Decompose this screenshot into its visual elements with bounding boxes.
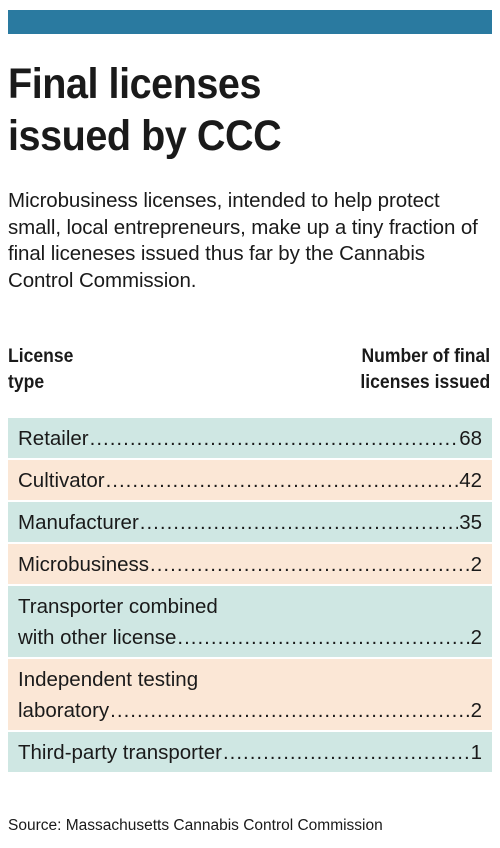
dot-leader — [177, 622, 469, 653]
column-header-licenses-issued: Number of final licenses issued — [360, 343, 490, 395]
license-type-label: Microbusiness — [18, 553, 150, 576]
license-type-label: Cultivator — [18, 469, 105, 492]
license-count-value: 1 — [470, 741, 482, 764]
column-header-license-type: License type — [8, 343, 73, 395]
license-count-value: 2 — [470, 699, 482, 722]
dot-leader — [110, 695, 469, 726]
table-row: Independent testing laboratory 2 — [8, 659, 492, 730]
column-header-licenses-issued-line-2: licenses issued — [360, 371, 490, 393]
title-line-2: issued by CCC — [8, 112, 282, 160]
table-row: Microbusiness 2 — [8, 544, 492, 584]
license-type-label: Retailer — [18, 427, 89, 450]
row-line: Cultivator 42 — [18, 465, 482, 496]
dot-leader — [150, 549, 470, 580]
row-line: with other license 2 — [18, 622, 482, 653]
title-line-1: Final licenses — [8, 60, 262, 108]
source-note: Source: Massachusetts Cannabis Control C… — [8, 817, 383, 834]
dot-leader — [140, 507, 458, 538]
table-row: Manufacturer 35 — [8, 502, 492, 542]
top-accent-bar — [8, 10, 492, 34]
license-count-value: 68 — [459, 427, 482, 450]
license-count-value: 2 — [470, 553, 482, 576]
license-type-label: with other license — [18, 626, 177, 649]
row-line: Retailer 68 — [18, 423, 482, 454]
license-type-label: laboratory — [18, 699, 110, 722]
table-row: Cultivator 42 — [8, 460, 492, 500]
dot-leader — [223, 737, 470, 768]
chart-title: Final licenses issued by CCC — [8, 58, 453, 162]
row-line: Transporter combined — [18, 591, 482, 622]
column-header-licenses-issued-line-1: Number of final — [361, 345, 490, 367]
license-type-label: Independent testing — [18, 668, 199, 691]
license-count-value: 2 — [470, 626, 482, 649]
dot-leader — [90, 423, 459, 454]
license-type-label: Third-party transporter — [18, 741, 222, 764]
row-line: laboratory 2 — [18, 695, 482, 726]
license-type-label: Transporter combined — [18, 595, 218, 618]
license-type-label: Manufacturer — [18, 511, 139, 534]
column-header-license-type-line-2: type — [8, 371, 45, 393]
chart-subtitle: Microbusiness licenses, intended to help… — [8, 189, 478, 292]
row-line: Third-party transporter 1 — [18, 737, 482, 768]
row-line: Independent testing — [18, 664, 482, 695]
table-row: Transporter combined with other license 2 — [8, 586, 492, 657]
table-row: Third-party transporter 1 — [8, 732, 492, 772]
column-header-license-type-line-1: License — [8, 345, 74, 367]
license-count-value: 42 — [459, 469, 482, 492]
license-table-body: Retailer 68 Cultivator 42 Manufacturer 35 Micr… — [8, 418, 492, 774]
dot-leader — [106, 465, 459, 496]
table-row: Retailer 68 — [8, 418, 492, 458]
license-count-value: 35 — [459, 511, 482, 534]
row-line: Microbusiness 2 — [18, 549, 482, 580]
row-line: Manufacturer 35 — [18, 507, 482, 538]
